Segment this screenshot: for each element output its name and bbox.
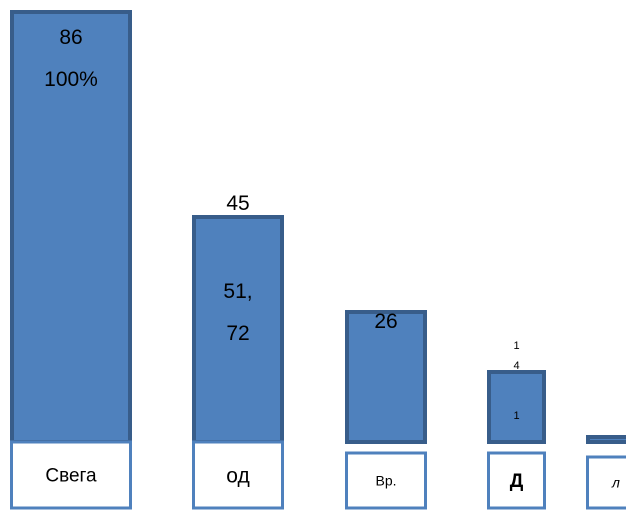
bar-2-value-text-2: 51, xyxy=(223,280,252,303)
bar-4-value-text-2: 4 xyxy=(513,360,519,372)
bar-1-value-text-2: 100% xyxy=(44,68,98,91)
bar-4-value-text-1: 1 xyxy=(513,340,519,352)
bar-2-value-text-1: 45 xyxy=(226,192,249,215)
bar-2-value-text-3: 72 xyxy=(226,322,249,345)
category-label-4: Д xyxy=(510,471,524,492)
category-label-5: л xyxy=(611,474,620,490)
bar-4-value-text-3: 1 xyxy=(513,410,519,422)
category-box-3 xyxy=(345,451,427,510)
category-box-5 xyxy=(586,455,626,510)
bar-1 xyxy=(10,10,132,444)
category-box-4 xyxy=(487,451,546,510)
category-box-1 xyxy=(10,440,132,510)
category-label-2: од xyxy=(226,464,249,487)
bar-1-value-text-1: 86 xyxy=(59,26,82,49)
category-label-3: Вр. xyxy=(375,472,396,488)
bar-3-value-text-1: 26 xyxy=(374,310,397,333)
bar-3 xyxy=(345,310,427,444)
bar-4 xyxy=(487,370,546,444)
bar-5 xyxy=(586,435,626,444)
category-box-2 xyxy=(192,440,284,510)
category-label-1: Свега xyxy=(45,466,97,487)
